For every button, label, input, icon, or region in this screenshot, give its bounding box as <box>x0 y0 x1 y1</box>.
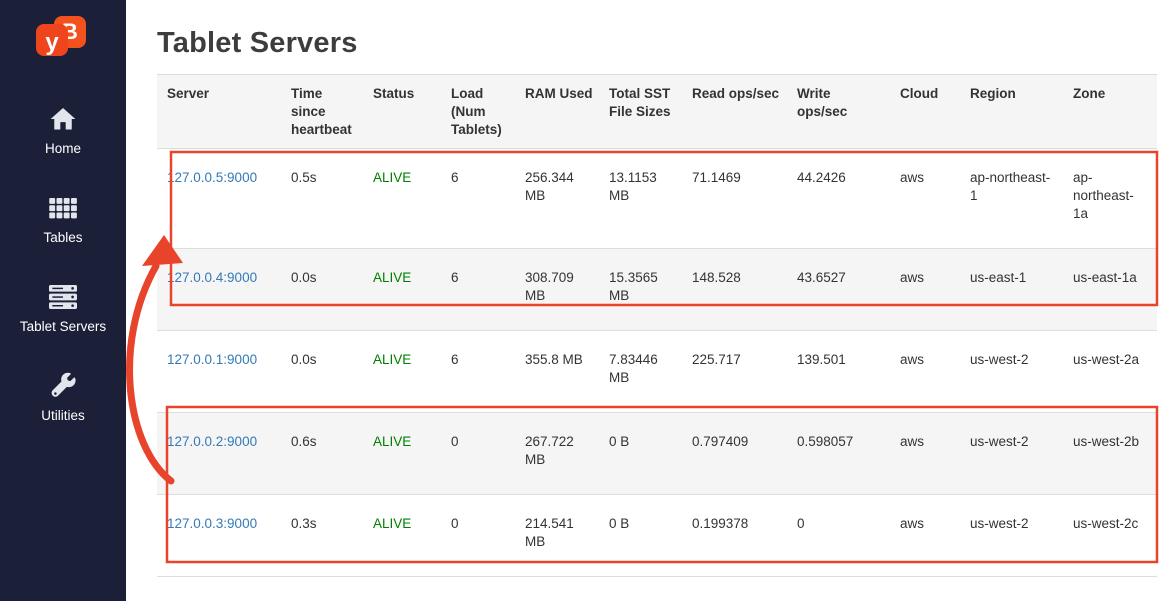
table-row: 127.0.0.5:9000 0.5s ALIVE 6 256.344 MB 1… <box>157 149 1157 249</box>
cell-load: 6 <box>441 330 515 413</box>
cell-zone: us-west-2c <box>1063 494 1157 577</box>
cell-read-ops: 71.1469 <box>692 170 741 185</box>
column-header-region: Region <box>960 74 1063 149</box>
cell-heartbeat: 0.3s <box>281 494 363 577</box>
cell-write-ops: 44.2426 <box>797 170 846 185</box>
cell-heartbeat: 0.6s <box>281 412 363 495</box>
table-row: 127.0.0.1:9000 0.0s ALIVE 6 355.8 MB 7.8… <box>157 330 1157 413</box>
tablet-servers-table: Server Time since heartbeat Status Load … <box>157 74 1157 577</box>
cell-region: us-west-2 <box>960 330 1063 413</box>
status-badge: ALIVE <box>363 248 441 331</box>
server-link[interactable]: 127.0.0.2:9000 <box>167 434 258 449</box>
cell-sst: 0 B <box>599 494 682 577</box>
logo-y-square: y <box>36 24 68 56</box>
cell-server: 127.0.0.5:9000 <box>157 149 281 249</box>
status-badge: ALIVE <box>363 330 441 413</box>
main-content: Tablet Servers Server Time since heartbe… <box>126 0 1169 601</box>
cell-load: 6 <box>451 170 459 185</box>
server-link[interactable]: 127.0.0.1:9000 <box>167 352 258 367</box>
logo-letter-y: y <box>45 29 59 56</box>
sidebar: B y Home Tables <box>0 0 126 601</box>
status-badge: ALIVE <box>363 412 441 495</box>
cell-read-ops: 148.528 <box>682 248 787 331</box>
home-icon <box>48 104 78 134</box>
cell-read-ops: 225.717 <box>682 330 787 413</box>
cell-heartbeat: 0.0s <box>281 330 363 413</box>
page-title: Tablet Servers <box>157 27 358 59</box>
cell-sst: 15.3565 MB <box>599 248 682 331</box>
sidebar-item-label: Utilities <box>41 408 85 423</box>
column-header-ram: RAM Used <box>515 74 599 149</box>
cell-sst: 0 B <box>599 412 682 495</box>
cell-write-ops: 0.598057 <box>787 412 890 495</box>
cell-cloud: aws <box>890 330 960 413</box>
sidebar-item-tablet-servers[interactable]: Tablet Servers <box>0 282 126 334</box>
cell-zone: ap-northeast-1a <box>1073 170 1134 221</box>
yugabyte-logo[interactable]: B y <box>36 16 90 60</box>
sidebar-item-label: Tables <box>43 230 83 245</box>
table-header: Server Time since heartbeat Status Load … <box>157 74 1157 149</box>
cell-cloud: aws <box>890 248 960 331</box>
cell-read-ops: 0.797409 <box>682 412 787 495</box>
column-header-load: Load (Num Tablets) <box>441 74 515 149</box>
column-header-heartbeat: Time since heartbeat <box>281 74 363 149</box>
sidebar-item-tables[interactable]: Tables <box>0 193 126 245</box>
column-header-write-ops: Write ops/sec <box>787 74 890 149</box>
column-header-cloud: Cloud <box>890 74 960 149</box>
column-header-status: Status <box>363 74 441 149</box>
column-header-server: Server <box>157 74 281 149</box>
sidebar-item-label: Home <box>44 141 81 156</box>
header-row: Server Time since heartbeat Status Load … <box>157 74 1157 149</box>
status-badge: ALIVE <box>373 170 412 185</box>
cell-ram: 256.344 MB <box>525 170 574 203</box>
cell-cloud: aws <box>890 412 960 495</box>
table-row: 127.0.0.3:9000 0.3s ALIVE 0 214.541 MB 0… <box>157 494 1157 577</box>
cell-server: 127.0.0.3:9000 <box>157 494 281 577</box>
cell-sst: 7.83446 MB <box>599 330 682 413</box>
cell-write-ops: 139.501 <box>787 330 890 413</box>
cell-server: 127.0.0.2:9000 <box>157 412 281 495</box>
server-link[interactable]: 127.0.0.3:9000 <box>167 516 258 531</box>
cell-region: us-west-2 <box>960 494 1063 577</box>
cell-heartbeat: 0.5s <box>291 170 317 185</box>
utilities-icon <box>49 371 77 401</box>
cell-zone: us-east-1a <box>1063 248 1157 331</box>
sidebar-item-home[interactable]: Home <box>0 104 126 156</box>
cell-heartbeat: 0.0s <box>281 248 363 331</box>
column-header-zone: Zone <box>1063 74 1157 149</box>
cell-read-ops: 0.199378 <box>682 494 787 577</box>
cell-write-ops: 43.6527 <box>787 248 890 331</box>
cell-sst: 13.1153 MB <box>609 170 657 203</box>
column-header-sst: Total SST File Sizes <box>599 74 682 149</box>
cell-ram: 308.709 MB <box>515 248 599 331</box>
cell-region: us-east-1 <box>960 248 1063 331</box>
cell-load: 0 <box>441 412 515 495</box>
cell-ram: 355.8 MB <box>515 330 599 413</box>
tables-icon <box>48 193 78 223</box>
cell-write-ops: 0 <box>787 494 890 577</box>
cell-ram: 267.722 MB <box>515 412 599 495</box>
status-badge: ALIVE <box>363 494 441 577</box>
cell-region: ap-northeast-1 <box>970 170 1051 203</box>
server-link[interactable]: 127.0.0.4:9000 <box>167 270 258 285</box>
cell-region: us-west-2 <box>960 412 1063 495</box>
cell-zone: us-west-2b <box>1063 412 1157 495</box>
cell-server: 127.0.0.4:9000 <box>157 248 281 331</box>
sidebar-item-label: Tablet Servers <box>19 319 107 334</box>
cell-zone: us-west-2a <box>1063 330 1157 413</box>
cell-load: 0 <box>441 494 515 577</box>
cell-server: 127.0.0.1:9000 <box>157 330 281 413</box>
cell-ram: 214.541 MB <box>515 494 599 577</box>
tablet-servers-icon <box>47 282 79 312</box>
cell-cloud: aws <box>890 494 960 577</box>
column-header-read-ops: Read ops/sec <box>682 74 787 149</box>
table-row: 127.0.0.2:9000 0.6s ALIVE 0 267.722 MB 0… <box>157 412 1157 495</box>
cell-load: 6 <box>441 248 515 331</box>
cell-cloud: aws <box>900 170 925 185</box>
table-row: 127.0.0.4:9000 0.0s ALIVE 6 308.709 MB 1… <box>157 248 1157 331</box>
sidebar-item-utilities[interactable]: Utilities <box>0 371 126 423</box>
server-link[interactable]: 127.0.0.5:9000 <box>167 170 258 185</box>
